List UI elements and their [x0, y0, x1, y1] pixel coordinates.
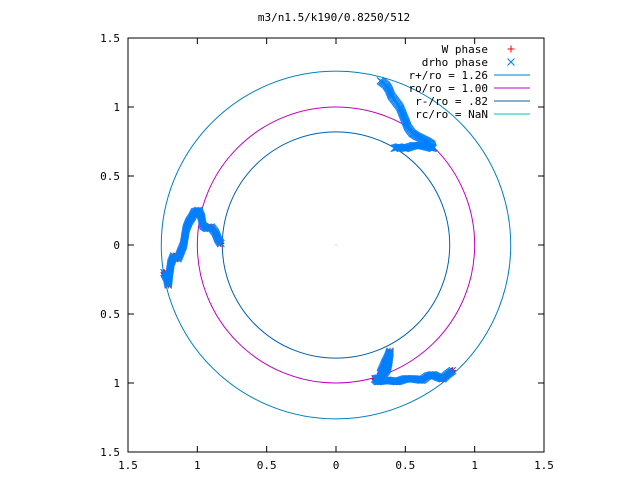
legend-label: r-/ro = .82 [415, 95, 488, 108]
legend-label: ro/ro = 1.00 [409, 82, 488, 95]
legend-label: r+/ro = 1.26 [409, 69, 488, 82]
cross-marker [507, 58, 515, 66]
marker-stroke [428, 371, 436, 379]
marker-stroke [198, 218, 207, 226]
cross-marker [448, 366, 457, 375]
cross-marker [217, 239, 225, 248]
x-tick-label: 1 [194, 459, 201, 472]
chart-title: m3/n1.5/k190/0.8250/512 [258, 11, 410, 24]
drho-phase-series [160, 76, 457, 386]
circle-series-line [160, 70, 512, 420]
cross-marker [390, 144, 399, 153]
x-tick-label: 1.5 [118, 459, 138, 472]
y-tick-label: 0 [113, 239, 120, 252]
x-tick-label: 0.5 [257, 459, 277, 472]
marker-stroke [217, 239, 225, 248]
y-tick-label: 1.5 [100, 446, 120, 459]
marker-stroke [390, 144, 399, 153]
y-tick-label: 0.5 [100, 308, 120, 321]
marker-stroke [507, 58, 515, 66]
marker-stroke [198, 217, 206, 225]
marker-stroke [448, 366, 457, 375]
marker-stroke [198, 219, 207, 228]
legend-label: W phase [442, 43, 488, 56]
plus-marker [507, 45, 515, 53]
origin-dot [335, 244, 337, 246]
circle-series-line [196, 106, 476, 384]
x-tick-label: 1 [471, 459, 478, 472]
x-tick-label: 0 [333, 459, 340, 472]
y-tick-label: 0.5 [100, 170, 120, 183]
legend-label: rc/ro = NaN [415, 108, 488, 121]
w-phase-series [160, 207, 456, 386]
x-tick-label: 1.5 [534, 459, 554, 472]
axes: 1.5 1 0.5 0 0.5 1 1.51.510.500.511.5 [100, 32, 554, 472]
point-series-group [160, 76, 457, 386]
y-tick-label: 1 [113, 101, 120, 114]
legend-label: drho phase [422, 56, 488, 69]
x-tick-label: 0.5 [395, 459, 415, 472]
y-tick-label: 1 [113, 377, 120, 390]
y-tick-label: 1.5 [100, 32, 120, 45]
